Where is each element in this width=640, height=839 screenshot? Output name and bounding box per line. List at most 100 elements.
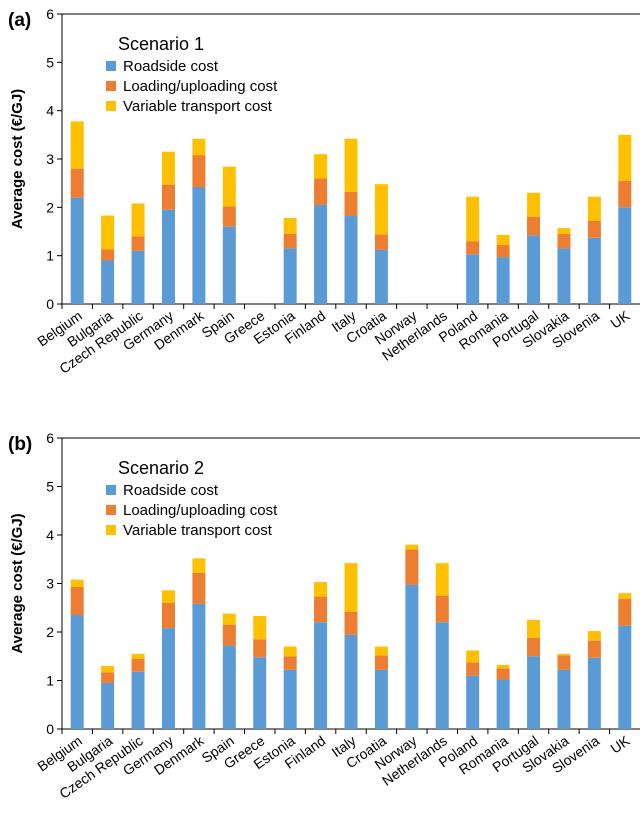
bar-variable-transport-cost-bulgaria — [101, 665, 115, 673]
y-axis-title: Average cost (€/GJ) — [9, 513, 26, 653]
bar-roadside-cost-czech-republic — [131, 250, 145, 304]
bar-roadside-cost-belgium — [70, 197, 84, 304]
bar-loading-uploading-cost-belgium — [70, 586, 84, 616]
bar-variable-transport-cost-netherlands — [435, 563, 449, 596]
bar-variable-transport-cost-uk — [618, 134, 632, 181]
bar-loading-uploading-cost-finland — [314, 596, 328, 623]
bar-loading-uploading-cost-uk — [618, 180, 632, 208]
bar-roadside-cost-bulgaria — [101, 260, 115, 304]
bar-roadside-cost-poland — [466, 675, 480, 729]
legend-label-loading-uploading-cost: Loading/uploading cost — [123, 502, 278, 519]
chart-panel-b: (b)Average cost (€/GJ)0123456BelgiumBulg… — [8, 430, 640, 802]
bar-variable-transport-cost-slovakia — [557, 653, 571, 656]
legend-title: Scenario 2 — [118, 458, 204, 478]
y-tick-label: 1 — [46, 673, 54, 689]
bar-variable-transport-cost-czech-republic — [131, 653, 145, 659]
bar-loading-uploading-cost-italy — [344, 611, 358, 635]
bar-variable-transport-cost-greece — [253, 615, 267, 640]
bar-roadside-cost-italy — [344, 634, 358, 729]
bar-loading-uploading-cost-germany — [161, 184, 175, 210]
bar-roadside-cost-estonia — [283, 669, 297, 729]
bar-variable-transport-cost-bulgaria — [101, 215, 115, 250]
bar-loading-uploading-cost-uk — [618, 599, 632, 626]
bar-loading-uploading-cost-estonia — [283, 656, 297, 670]
bar-variable-transport-cost-estonia — [283, 646, 297, 657]
bar-loading-uploading-cost-poland — [466, 241, 480, 255]
bar-roadside-cost-portugal — [527, 656, 541, 729]
y-tick-label: 6 — [46, 430, 54, 446]
legend-label-roadside-cost: Roadside cost — [123, 58, 219, 75]
bar-roadside-cost-spain — [222, 645, 236, 729]
bar-loading-uploading-cost-finland — [314, 178, 328, 205]
bar-variable-transport-cost-finland — [314, 154, 328, 179]
y-tick-label: 5 — [46, 479, 54, 495]
bar-variable-transport-cost-poland — [466, 650, 480, 663]
y-tick-label: 5 — [46, 54, 54, 70]
bar-variable-transport-cost-italy — [344, 138, 358, 192]
bar-variable-transport-cost-poland — [466, 196, 480, 242]
bar-loading-uploading-cost-denmark — [192, 155, 206, 188]
bar-roadside-cost-germany — [161, 209, 175, 304]
bar-loading-uploading-cost-romania — [496, 245, 510, 258]
legend-swatch-loading-uploading-cost — [106, 81, 116, 91]
bar-roadside-cost-germany — [161, 628, 175, 729]
bar-loading-uploading-cost-estonia — [283, 233, 297, 249]
bar-variable-transport-cost-portugal — [527, 192, 541, 217]
y-tick-label: 1 — [46, 248, 54, 264]
bar-loading-uploading-cost-italy — [344, 191, 358, 217]
bar-loading-uploading-cost-slovakia — [557, 233, 571, 249]
bar-roadside-cost-finland — [314, 622, 328, 729]
legend-label-roadside-cost: Roadside cost — [123, 482, 219, 499]
bar-variable-transport-cost-norway — [405, 544, 419, 550]
y-tick-label: 4 — [46, 527, 54, 543]
bar-variable-transport-cost-slovenia — [587, 196, 601, 221]
bar-roadside-cost-greece — [253, 657, 267, 729]
bar-loading-uploading-cost-portugal — [527, 217, 541, 236]
bar-roadside-cost-czech-republic — [131, 671, 145, 729]
bar-variable-transport-cost-belgium — [70, 579, 84, 587]
y-tick-label: 3 — [46, 151, 54, 167]
bar-loading-uploading-cost-spain — [222, 206, 236, 227]
bar-roadside-cost-denmark — [192, 603, 206, 729]
x-category-label-uk: UK — [607, 732, 633, 757]
y-tick-label: 2 — [46, 624, 54, 640]
bar-roadside-cost-poland — [466, 254, 480, 304]
bar-roadside-cost-romania — [496, 679, 510, 729]
bar-variable-transport-cost-germany — [161, 590, 175, 603]
bar-roadside-cost-uk — [618, 625, 632, 729]
bar-variable-transport-cost-spain — [222, 166, 236, 207]
bar-variable-transport-cost-croatia — [374, 646, 388, 656]
y-tick-label: 4 — [46, 103, 54, 119]
bar-loading-uploading-cost-croatia — [374, 234, 388, 250]
bar-loading-uploading-cost-netherlands — [435, 595, 449, 623]
panel-label: (b) — [8, 434, 32, 455]
bar-variable-transport-cost-romania — [496, 664, 510, 669]
bar-roadside-cost-finland — [314, 204, 328, 304]
bar-variable-transport-cost-estonia — [283, 217, 297, 234]
bar-roadside-cost-croatia — [374, 249, 388, 304]
bar-loading-uploading-cost-slovenia — [587, 640, 601, 658]
bar-roadside-cost-slovenia — [587, 657, 601, 729]
bar-variable-transport-cost-germany — [161, 151, 175, 185]
bar-roadside-cost-slovakia — [557, 248, 571, 304]
bar-loading-uploading-cost-croatia — [374, 655, 388, 670]
bar-loading-uploading-cost-denmark — [192, 572, 206, 604]
legend-swatch-variable-transport-cost — [106, 525, 116, 535]
bar-loading-uploading-cost-czech-republic — [131, 658, 145, 672]
bar-roadside-cost-bulgaria — [101, 682, 115, 729]
bar-roadside-cost-romania — [496, 257, 510, 304]
bar-variable-transport-cost-slovenia — [587, 631, 601, 641]
bar-roadside-cost-spain — [222, 226, 236, 304]
bar-roadside-cost-belgium — [70, 615, 84, 729]
bar-roadside-cost-estonia — [283, 248, 297, 304]
bar-loading-uploading-cost-germany — [161, 602, 175, 629]
bar-roadside-cost-denmark — [192, 187, 206, 304]
y-tick-label: 6 — [46, 6, 54, 22]
bar-loading-uploading-cost-czech-republic — [131, 236, 145, 251]
bar-loading-uploading-cost-belgium — [70, 168, 84, 198]
bar-variable-transport-cost-spain — [222, 613, 236, 625]
x-category-label-uk: UK — [607, 307, 633, 332]
legend-label-loading-uploading-cost: Loading/uploading cost — [123, 78, 278, 95]
